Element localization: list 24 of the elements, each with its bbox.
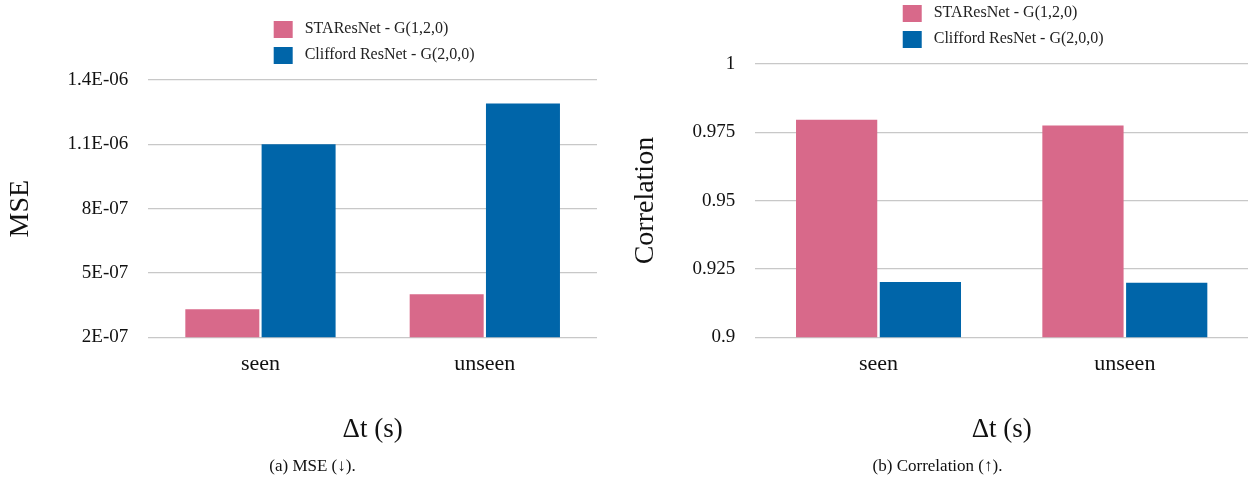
text: (a) MSE (↓). [268,456,357,476]
x-tick-label: seen [858,350,899,376]
y-tick-label: 0.9 [711,325,736,347]
y-axis-title: MSE [3,179,35,238]
x-tick-label: unseen [454,350,516,376]
legend-label: STAResNet - G(1,2,0) [933,3,1078,22]
text: (b) Correlation (↑). [871,456,1004,476]
y-tick-label: 2E-07 [81,325,129,347]
y-axis-title: Correlation [628,136,660,265]
y-tick-label: 5E-07 [81,260,129,282]
legend-label: Clifford ResNet - G(2,0,0) [933,29,1104,48]
y-tick-label: 1.4E-06 [67,67,129,89]
legend-label: STAResNet - G(1,2,0) [304,19,449,38]
y-tick-label: 1.1E-06 [67,132,129,154]
x-axis-title: Δt (s) [342,412,403,443]
x-tick-label: seen [240,350,281,376]
x-tick-label: unseen [1094,350,1156,376]
y-tick-label: 1 [725,51,736,73]
y-tick-label: 8E-07 [81,196,129,218]
y-tick-label: 0.975 [692,120,736,142]
y-tick-label: 0.95 [702,188,736,210]
x-axis-title: Δt (s) [971,412,1032,443]
y-tick-label: 0.925 [692,256,736,278]
legend-label: Clifford ResNet - G(2,0,0) [304,45,475,64]
